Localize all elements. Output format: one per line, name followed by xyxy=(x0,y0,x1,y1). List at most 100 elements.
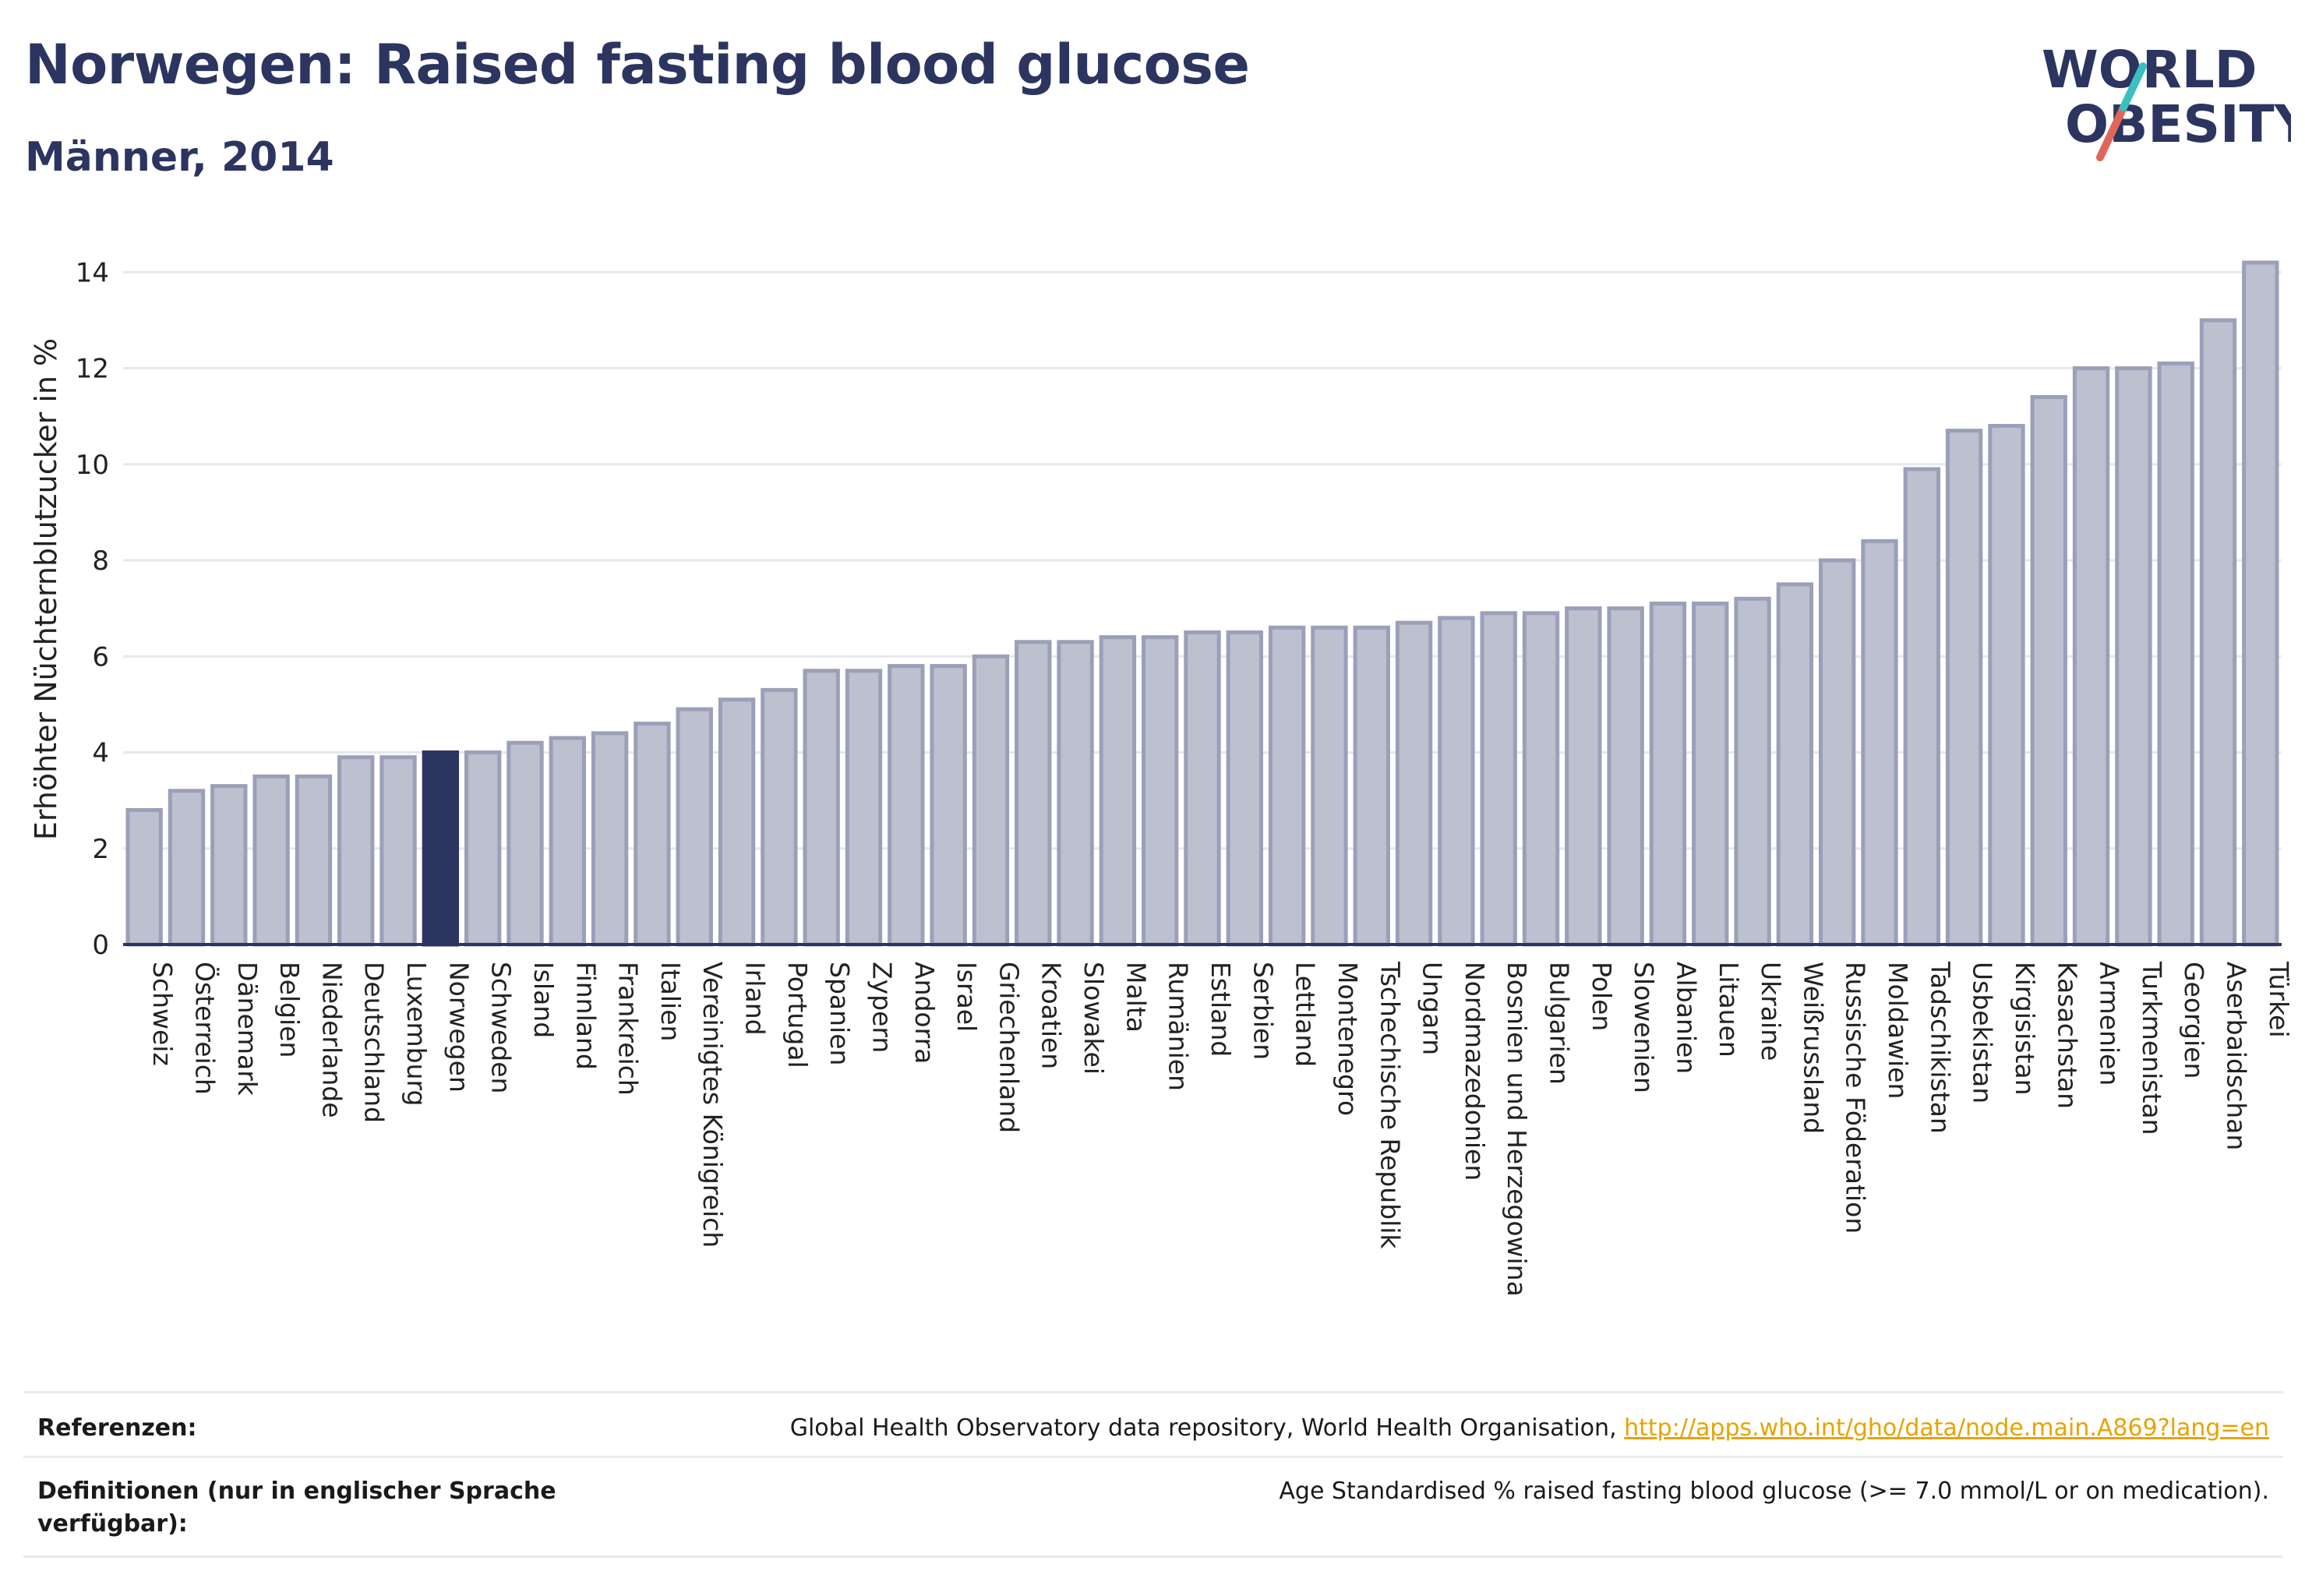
y-tick-label: 6 xyxy=(92,641,109,673)
bar xyxy=(1395,620,1433,947)
x-category-label: Slowakei xyxy=(1078,962,1109,1075)
definitions-label: Definitionen (nur in englischer Sprache … xyxy=(37,1478,556,1538)
x-category-label: Deutschland xyxy=(359,962,390,1123)
x-category-label: Russische Föderation xyxy=(1841,962,1871,1234)
bar xyxy=(1607,606,1644,947)
bar xyxy=(125,807,163,947)
bar xyxy=(1226,630,1263,947)
bar xyxy=(1861,538,1898,947)
bar xyxy=(1184,630,1221,947)
bar xyxy=(2030,395,2067,947)
x-category-label: Litauen xyxy=(1714,962,1744,1058)
references-text: Global Health Observatory data repositor… xyxy=(789,1414,1625,1442)
bar xyxy=(210,784,248,947)
bar xyxy=(2242,260,2279,947)
x-category-label: Tschechische Republik xyxy=(1375,961,1405,1249)
bar xyxy=(718,697,756,947)
definitions-value: Age Standardised % raised fasting blood … xyxy=(1279,1478,2269,1505)
bar xyxy=(1438,616,1475,947)
bar xyxy=(168,789,206,947)
bar xyxy=(1480,611,1517,947)
x-category-label: Dänemark xyxy=(232,962,263,1096)
x-category-label: Bulgarien xyxy=(1544,962,1575,1085)
x-category-label: Slowenien xyxy=(1629,962,1659,1093)
bar xyxy=(676,707,713,947)
x-category-label: Aserbaidschan xyxy=(2222,962,2252,1150)
bar xyxy=(1903,467,1941,947)
bar-highlighted xyxy=(422,750,460,947)
x-category-label: Schweiz xyxy=(147,962,178,1066)
bar xyxy=(1057,640,1094,947)
x-category-label: Weißrussland xyxy=(1798,962,1828,1134)
x-category-label: Norwegen xyxy=(443,962,474,1093)
bar xyxy=(252,774,290,947)
y-tick-label: 2 xyxy=(92,834,109,865)
logo-slash-teal xyxy=(2120,62,2147,111)
bar xyxy=(1988,423,2025,947)
bar xyxy=(1649,601,1687,947)
x-category-label: Malta xyxy=(1121,962,1151,1033)
world-obesity-logo: WORLD OBESITY xyxy=(2042,40,2291,161)
x-category-label: Niederlande xyxy=(316,962,347,1118)
x-category-label: Lettland xyxy=(1290,962,1321,1067)
bar xyxy=(1734,596,1771,947)
bar xyxy=(1353,625,1390,947)
x-category-label: Luxemburg xyxy=(401,962,432,1106)
logo-line1: WORLD xyxy=(2042,40,2257,100)
definitions-row: Definitionen (nur in englischer Sprache … xyxy=(23,1456,2283,1558)
bar xyxy=(1692,601,1729,947)
x-category-label: Ungarn xyxy=(1417,962,1448,1055)
axes: 0 2 4 6 8 10 12 14 xyxy=(76,257,2282,961)
bar xyxy=(337,755,375,947)
x-category-label: Tadschikistan xyxy=(1925,961,1955,1134)
y-axis-title: Erhöhter Nüchternblutzucker in % xyxy=(29,338,63,840)
bar xyxy=(803,669,840,947)
x-category-label: Usbekistan xyxy=(1968,962,1998,1103)
y-tick-label: 12 xyxy=(76,354,109,385)
y-tick-label: 14 xyxy=(76,257,109,288)
bar xyxy=(845,669,883,947)
x-category-label: Israel xyxy=(951,962,982,1032)
bar xyxy=(972,654,1010,947)
bar xyxy=(379,755,417,947)
x-category-label: Griechenland xyxy=(994,962,1024,1133)
x-category-label: Turkmenistan xyxy=(2137,961,2167,1135)
bar xyxy=(1945,429,1983,947)
references-link[interactable]: http://apps.who.int/gho/data/node.main.A… xyxy=(1624,1414,2269,1442)
x-category-label: Italien xyxy=(655,962,686,1041)
x-category-label: Vereinigtes Königreich xyxy=(697,962,728,1248)
logo-slash-red xyxy=(2096,104,2127,161)
x-category-label: Kasachstan xyxy=(2052,962,2082,1109)
y-tick-label: 0 xyxy=(92,930,109,961)
x-category-label: Estland xyxy=(1205,962,1236,1057)
bar-chart: 0 2 4 6 8 10 12 14 Schweiz Österreich Dänemark Bel… xyxy=(29,257,2294,1297)
x-category-label: Portugal xyxy=(782,962,813,1068)
category-labels: Schweiz Österreich Dänemark Belgien Niederla… xyxy=(147,961,2294,1297)
bar xyxy=(1142,635,1179,947)
x-category-label: Island xyxy=(528,962,559,1038)
chart-title: Norwegen: Raised fasting blood glucose xyxy=(25,33,1250,97)
x-category-label: Türkei xyxy=(2264,961,2294,1038)
x-category-label: Finnland xyxy=(570,962,601,1070)
references-row: Referenzen: Global Health Observatory da… xyxy=(23,1391,2283,1457)
bars xyxy=(125,260,2279,947)
x-category-label: Frankreich xyxy=(613,962,644,1096)
x-category-label: Bosnien und Herzegowina xyxy=(1502,962,1532,1297)
bar xyxy=(1819,558,1856,947)
x-category-label: Nordmazedonien xyxy=(1460,962,1490,1181)
x-category-label: Zypern xyxy=(867,962,897,1053)
bar xyxy=(1268,625,1306,947)
bar xyxy=(2072,366,2110,947)
references-value: Global Health Observatory data repositor… xyxy=(790,1412,2269,1445)
x-category-label: Spanien xyxy=(824,962,855,1065)
bar xyxy=(2199,318,2237,947)
x-category-label: Montenegro xyxy=(1333,962,1363,1116)
bar xyxy=(295,774,333,947)
x-category-label: Armenien xyxy=(2095,962,2125,1086)
bar xyxy=(1311,625,1348,947)
bar xyxy=(1099,635,1137,947)
bar xyxy=(761,687,798,947)
bar xyxy=(930,664,967,947)
bar xyxy=(634,722,671,947)
x-category-label: Irland xyxy=(740,962,771,1036)
